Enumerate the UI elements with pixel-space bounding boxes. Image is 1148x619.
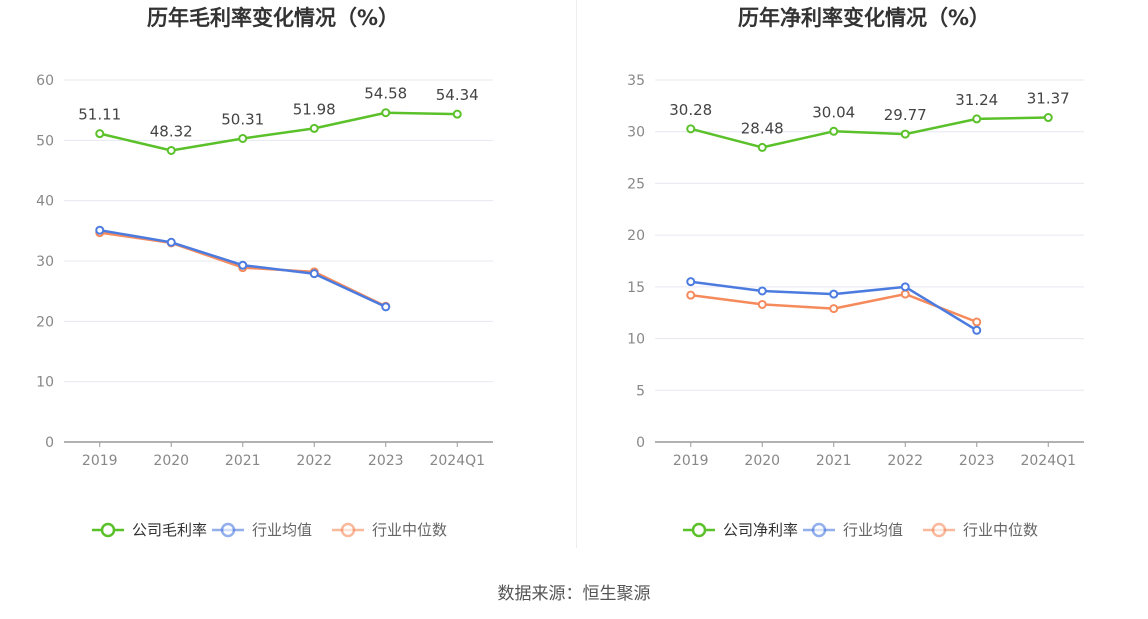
data-point[interactable] <box>166 237 176 247</box>
data-point[interactable] <box>900 282 910 292</box>
data-point[interactable] <box>309 123 319 133</box>
data-point[interactable] <box>686 277 696 287</box>
data-point[interactable] <box>757 142 767 152</box>
data-label: 31.37 <box>1027 90 1070 108</box>
legend-item[interactable]: 行业均值 <box>803 521 903 539</box>
data-point[interactable] <box>686 290 696 300</box>
data-label: 51.11 <box>78 106 121 124</box>
data-point[interactable] <box>381 302 391 312</box>
legend-label: 行业均值 <box>843 521 903 539</box>
net-margin-chart: 历年净利率变化情况（%） 0 5 10 15 20 25 30 35 2019 2020 2021 20… <box>627 6 1084 539</box>
data-point[interactable] <box>972 114 982 124</box>
legend-item[interactable]: 公司毛利率 <box>92 521 207 539</box>
x-tick-label: 2024Q1 <box>429 453 485 469</box>
data-label: 30.04 <box>812 103 855 121</box>
y-tick-label: 20 <box>627 228 645 244</box>
x-tick-label: 2021 <box>225 453 261 469</box>
data-point[interactable] <box>381 108 391 118</box>
data-label: 30.28 <box>669 101 712 119</box>
legend-label: 公司毛利率 <box>132 521 207 539</box>
data-point[interactable] <box>238 133 248 143</box>
x-tick-label: 2022 <box>296 453 332 469</box>
legend-marker-icon <box>100 522 116 538</box>
chart-title: 历年净利率变化情况（%） <box>738 6 990 30</box>
x-tick-label: 2019 <box>82 453 118 469</box>
y-tick-label: 60 <box>36 73 54 89</box>
y-tick-label: 5 <box>636 383 645 399</box>
x-tick-label: 2019 <box>673 453 709 469</box>
data-label: 51.98 <box>293 100 336 118</box>
data-point[interactable] <box>900 289 910 299</box>
data-label: 48.32 <box>150 122 193 140</box>
legend-label: 行业中位数 <box>963 521 1038 539</box>
legend-label: 公司净利率 <box>723 521 798 539</box>
series-line-0 <box>99 111 458 152</box>
x-tick-label: 2023 <box>959 453 995 469</box>
y-tick-label: 0 <box>636 435 645 451</box>
y-tick-label: 40 <box>36 194 54 210</box>
chart-title: 历年毛利率变化情况（%） <box>147 6 399 30</box>
legend-label: 行业均值 <box>252 521 312 539</box>
y-tick-label: 30 <box>627 125 645 141</box>
y-tick-label: 15 <box>627 280 645 296</box>
y-tick-label: 35 <box>627 73 645 89</box>
legend-marker-icon <box>811 522 827 538</box>
data-point[interactable] <box>1043 113 1053 123</box>
legend-marker-icon <box>220 522 236 538</box>
x-tick-label: 2024Q1 <box>1020 453 1076 469</box>
data-point[interactable] <box>166 145 176 155</box>
legend-marker-icon <box>691 522 707 538</box>
y-tick-label: 50 <box>36 133 54 149</box>
gross-margin-chart: 历年毛利率变化情况（%） 0 10 20 30 40 50 60 2019 2020 2021 202… <box>36 6 493 539</box>
data-point[interactable] <box>972 325 982 335</box>
data-source-note: 数据来源：恒生聚源 <box>497 584 651 604</box>
data-point[interactable] <box>900 129 910 139</box>
series-line-0 <box>690 116 1049 149</box>
legend-label: 行业中位数 <box>372 521 447 539</box>
data-point[interactable] <box>829 126 839 136</box>
data-label: 28.48 <box>741 119 784 137</box>
legend-item[interactable]: 行业中位数 <box>923 521 1038 539</box>
x-tick-label: 2021 <box>816 453 852 469</box>
data-label: 50.31 <box>221 110 264 128</box>
data-point[interactable] <box>972 317 982 327</box>
data-point[interactable] <box>686 124 696 134</box>
data-point[interactable] <box>95 129 105 139</box>
x-tick-label: 2020 <box>744 453 780 469</box>
data-point[interactable] <box>757 299 767 309</box>
data-point[interactable] <box>309 269 319 279</box>
data-label: 54.58 <box>364 85 407 103</box>
data-point[interactable] <box>757 286 767 296</box>
data-label: 54.34 <box>436 86 479 104</box>
x-tick-label: 2020 <box>153 453 189 469</box>
data-point[interactable] <box>829 304 839 314</box>
legend-item[interactable]: 公司净利率 <box>683 521 798 539</box>
x-tick-label: 2023 <box>368 453 404 469</box>
legend-item[interactable]: 行业中位数 <box>332 521 447 539</box>
y-tick-label: 10 <box>627 332 645 348</box>
y-tick-label: 25 <box>627 176 645 192</box>
data-point[interactable] <box>95 225 105 235</box>
x-tick-label: 2022 <box>887 453 923 469</box>
y-tick-label: 0 <box>45 435 54 451</box>
y-tick-label: 30 <box>36 254 54 270</box>
data-point[interactable] <box>829 289 839 299</box>
y-tick-label: 20 <box>36 314 54 330</box>
y-tick-label: 10 <box>36 375 54 391</box>
data-label: 29.77 <box>884 106 927 124</box>
data-point[interactable] <box>238 260 248 270</box>
legend-marker-icon <box>931 522 947 538</box>
data-label: 31.24 <box>955 91 998 109</box>
panel-divider <box>576 0 577 548</box>
legend-item[interactable]: 行业均值 <box>212 521 312 539</box>
data-point[interactable] <box>452 109 462 119</box>
legend-marker-icon <box>340 522 356 538</box>
